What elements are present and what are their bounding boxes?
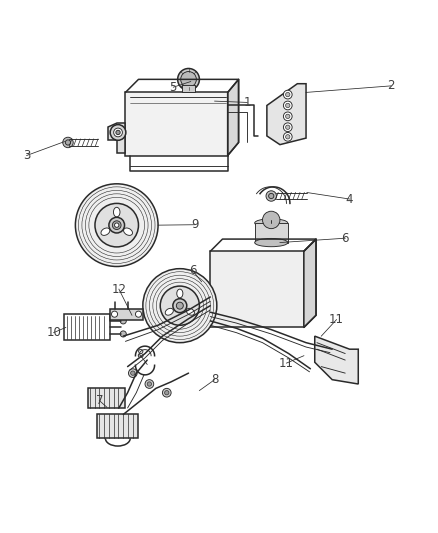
Polygon shape: [267, 84, 306, 144]
Circle shape: [286, 92, 290, 97]
Text: 4: 4: [346, 192, 353, 206]
Circle shape: [120, 318, 126, 324]
Polygon shape: [304, 239, 316, 327]
Text: 6: 6: [189, 264, 197, 277]
Text: 8: 8: [211, 373, 218, 386]
Circle shape: [131, 371, 135, 375]
Circle shape: [143, 269, 217, 343]
Circle shape: [128, 369, 137, 377]
Circle shape: [262, 211, 280, 229]
Text: 8: 8: [136, 348, 144, 361]
Text: 11: 11: [279, 357, 294, 369]
Circle shape: [162, 389, 171, 397]
Circle shape: [63, 137, 73, 148]
Circle shape: [173, 298, 187, 313]
Bar: [183, 85, 194, 92]
Circle shape: [112, 311, 117, 317]
Circle shape: [110, 125, 126, 140]
Text: 6: 6: [342, 232, 349, 245]
Circle shape: [113, 221, 121, 230]
Circle shape: [75, 184, 158, 266]
Circle shape: [286, 114, 290, 118]
Bar: [110, 309, 143, 320]
Circle shape: [283, 101, 292, 110]
Text: 10: 10: [46, 326, 61, 339]
Circle shape: [165, 391, 169, 395]
Circle shape: [135, 311, 141, 317]
Ellipse shape: [254, 238, 288, 247]
Circle shape: [286, 125, 290, 130]
Ellipse shape: [124, 228, 132, 236]
Bar: [88, 389, 124, 408]
Text: 2: 2: [387, 79, 395, 92]
Bar: [64, 314, 110, 341]
Circle shape: [286, 103, 290, 108]
Circle shape: [178, 68, 199, 90]
Ellipse shape: [254, 219, 288, 227]
Text: 7: 7: [95, 394, 103, 407]
Circle shape: [268, 193, 274, 199]
Ellipse shape: [186, 309, 194, 315]
Circle shape: [145, 379, 154, 389]
Bar: [125, 92, 228, 156]
Polygon shape: [228, 79, 239, 156]
Text: 3: 3: [23, 149, 30, 162]
Polygon shape: [315, 336, 358, 384]
Circle shape: [120, 331, 126, 337]
Ellipse shape: [101, 228, 110, 236]
Circle shape: [181, 71, 196, 87]
Circle shape: [177, 302, 184, 309]
Circle shape: [283, 112, 292, 120]
Text: 12: 12: [111, 282, 127, 296]
Circle shape: [65, 140, 71, 145]
Circle shape: [116, 130, 120, 135]
Text: 5: 5: [170, 80, 177, 94]
Ellipse shape: [113, 207, 120, 217]
Text: 11: 11: [329, 313, 344, 326]
Circle shape: [160, 286, 199, 325]
Circle shape: [283, 133, 292, 141]
Bar: [254, 223, 288, 243]
Circle shape: [114, 128, 122, 137]
Circle shape: [283, 90, 292, 99]
Bar: [97, 415, 138, 439]
Circle shape: [283, 123, 292, 132]
Circle shape: [109, 217, 124, 233]
Text: 1: 1: [244, 96, 251, 109]
Circle shape: [266, 191, 276, 201]
Ellipse shape: [165, 309, 173, 315]
Bar: [210, 251, 304, 327]
Text: 9: 9: [191, 218, 199, 231]
Circle shape: [286, 135, 290, 139]
Polygon shape: [108, 123, 125, 154]
Circle shape: [115, 223, 119, 228]
Ellipse shape: [177, 289, 183, 298]
Circle shape: [95, 204, 138, 247]
Circle shape: [147, 382, 152, 386]
